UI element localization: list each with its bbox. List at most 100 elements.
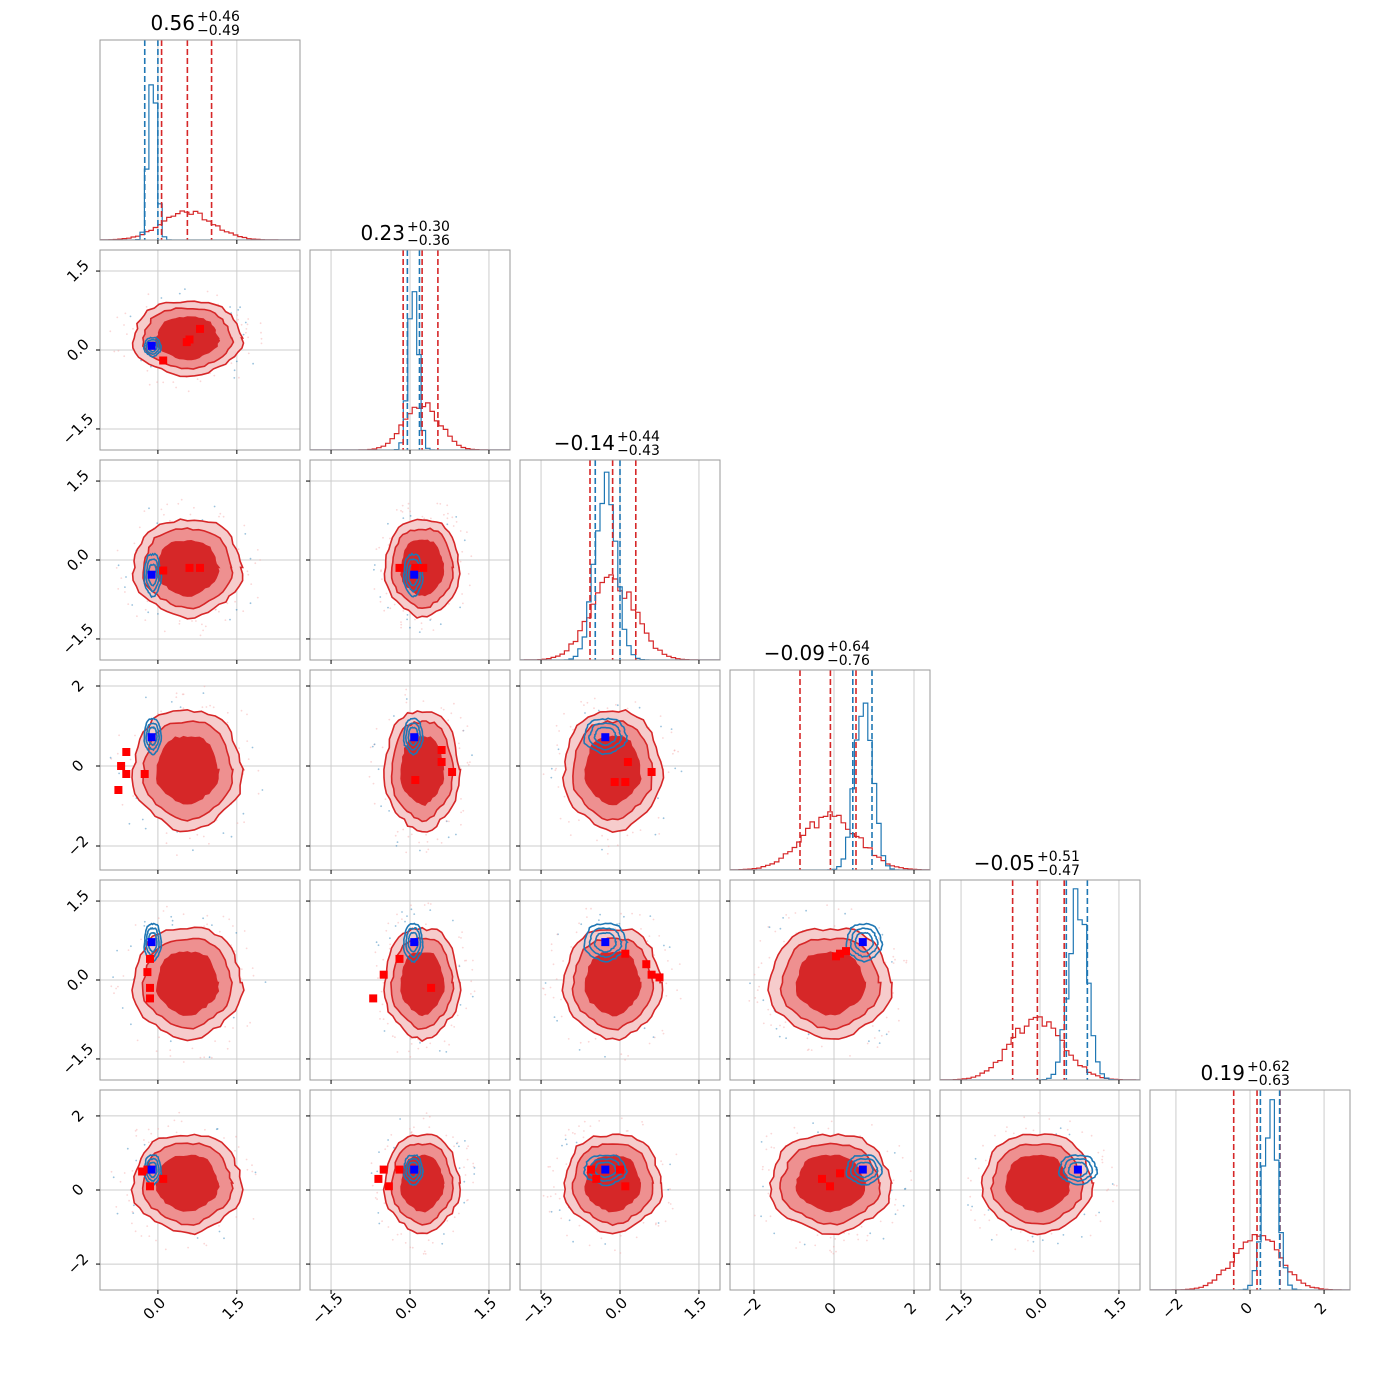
sample-point bbox=[674, 767, 677, 770]
sample-point bbox=[970, 1209, 972, 1211]
sample-point bbox=[132, 795, 135, 797]
sample-point bbox=[425, 923, 427, 926]
sample-point bbox=[414, 618, 416, 621]
sample-point bbox=[665, 982, 668, 985]
contour-b bbox=[845, 922, 884, 963]
sample-point bbox=[145, 306, 148, 308]
sample-point bbox=[807, 1048, 810, 1051]
sample-point bbox=[563, 712, 565, 715]
panel-content bbox=[730, 670, 930, 870]
sample-point bbox=[459, 606, 461, 609]
sample-point bbox=[652, 918, 655, 921]
sample-point bbox=[472, 1165, 475, 1168]
sample-point bbox=[575, 1141, 578, 1144]
panel-3-0: −2 0 2 bbox=[64, 669, 301, 874]
sample-point bbox=[541, 987, 544, 990]
sample-point bbox=[387, 1226, 390, 1228]
sample-point bbox=[157, 1128, 160, 1130]
panel-content bbox=[100, 460, 300, 660]
panel-title-plus: +0.51 bbox=[1037, 849, 1080, 865]
sample-point bbox=[638, 706, 641, 709]
panel-content bbox=[310, 1090, 510, 1290]
panel-title-value: 0.56 bbox=[150, 11, 195, 35]
sample-point bbox=[380, 569, 382, 572]
sample-point bbox=[760, 1215, 762, 1218]
sample-point bbox=[257, 769, 260, 772]
sample-point bbox=[252, 1218, 255, 1220]
sample-point bbox=[202, 835, 205, 838]
sample-point bbox=[432, 629, 435, 631]
panel-content bbox=[1150, 1090, 1350, 1290]
sample-point bbox=[224, 1025, 227, 1028]
sample-point bbox=[675, 1153, 678, 1156]
sample-point bbox=[383, 1202, 386, 1205]
sample-point bbox=[673, 749, 676, 752]
sample-point bbox=[762, 1185, 764, 1188]
panel-content bbox=[100, 40, 300, 240]
marker-a bbox=[395, 954, 404, 963]
sample-point bbox=[462, 602, 464, 605]
sample-point bbox=[388, 810, 390, 812]
sample-point bbox=[768, 956, 771, 959]
sample-point bbox=[604, 1055, 606, 1058]
sample-point bbox=[580, 923, 583, 926]
sample-point bbox=[770, 1146, 773, 1149]
sample-point bbox=[371, 1184, 374, 1187]
sample-point bbox=[662, 1032, 665, 1035]
sample-point bbox=[368, 775, 371, 778]
sample-point bbox=[988, 1219, 991, 1222]
contour-b bbox=[845, 1154, 883, 1186]
panel-4-0: −1.5 0.0 1.5 bbox=[59, 879, 301, 1084]
sample-point bbox=[211, 924, 213, 926]
sample-point bbox=[155, 1050, 158, 1053]
sample-point bbox=[166, 503, 169, 506]
sample-point bbox=[583, 1120, 586, 1123]
panel-5-0: 0.0 1.5 −2 0 2 bbox=[64, 1089, 301, 1323]
sample-point bbox=[246, 713, 248, 716]
sample-point bbox=[598, 919, 600, 922]
sample-point bbox=[214, 609, 217, 611]
contour-b bbox=[402, 717, 424, 756]
sample-point bbox=[844, 912, 846, 915]
sample-point bbox=[559, 817, 562, 820]
sample-point bbox=[199, 380, 202, 383]
panel-content bbox=[310, 670, 510, 870]
sample-point bbox=[191, 620, 193, 622]
sample-point bbox=[112, 976, 114, 978]
sample-point bbox=[127, 603, 130, 605]
sample-point bbox=[775, 1027, 778, 1030]
sample-point bbox=[233, 369, 236, 372]
sample-point bbox=[466, 725, 469, 727]
panel-title-value: −0.09 bbox=[764, 641, 825, 665]
sample-point bbox=[805, 909, 807, 912]
marker-b bbox=[410, 733, 419, 742]
sample-point bbox=[135, 1159, 138, 1162]
sample-point bbox=[614, 1249, 616, 1252]
sample-point bbox=[218, 1230, 221, 1233]
sample-point bbox=[147, 1141, 150, 1144]
marker-a bbox=[642, 960, 651, 969]
marker-b bbox=[147, 938, 156, 947]
sample-point bbox=[979, 1227, 981, 1229]
sample-point bbox=[247, 336, 250, 339]
sample-point bbox=[122, 975, 125, 977]
sample-point bbox=[639, 914, 641, 916]
sample-point bbox=[670, 731, 673, 734]
y-tick-label: 0 bbox=[68, 1180, 87, 1199]
sample-point bbox=[1032, 1129, 1035, 1132]
sample-point bbox=[1041, 1239, 1044, 1242]
sample-point bbox=[820, 1045, 823, 1048]
sample-point bbox=[1111, 1183, 1114, 1185]
sample-point bbox=[903, 1188, 906, 1190]
sample-point bbox=[210, 1056, 213, 1059]
contour-b bbox=[407, 931, 419, 953]
sample-point bbox=[409, 510, 412, 513]
sample-point bbox=[849, 1055, 851, 1057]
sample-point bbox=[1066, 1128, 1069, 1131]
sample-point bbox=[901, 1156, 904, 1159]
sample-point bbox=[579, 1041, 582, 1044]
sample-point bbox=[835, 1250, 837, 1253]
panel-title-minus: −0.43 bbox=[617, 443, 660, 459]
sample-point bbox=[646, 940, 649, 943]
contour-b bbox=[1062, 1157, 1094, 1183]
